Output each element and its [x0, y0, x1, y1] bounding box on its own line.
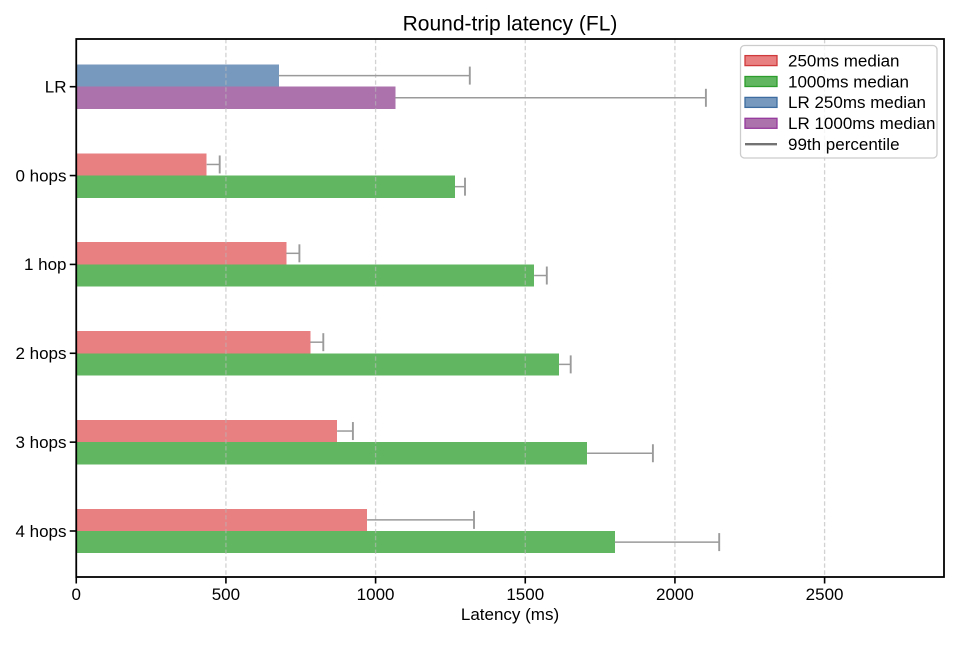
svg-text:99th percentile: 99th percentile — [788, 135, 900, 154]
svg-text:1000ms median: 1000ms median — [788, 72, 909, 91]
svg-text:500: 500 — [212, 585, 240, 604]
svg-text:LR 250ms median: LR 250ms median — [788, 93, 926, 112]
svg-text:1 hop: 1 hop — [24, 255, 67, 274]
svg-text:Latency (ms): Latency (ms) — [461, 605, 559, 624]
svg-text:0 hops: 0 hops — [15, 166, 66, 185]
svg-text:2 hops: 2 hops — [15, 344, 66, 363]
svg-text:2500: 2500 — [806, 585, 844, 604]
svg-text:1500: 1500 — [506, 585, 544, 604]
svg-text:1000: 1000 — [357, 585, 395, 604]
svg-text:LR 1000ms median: LR 1000ms median — [788, 114, 935, 133]
svg-text:250ms median: 250ms median — [788, 51, 900, 70]
svg-text:0: 0 — [72, 585, 81, 604]
svg-text:LR: LR — [45, 78, 67, 97]
svg-text:Round-trip latency (FL): Round-trip latency (FL) — [403, 13, 618, 36]
svg-text:3 hops: 3 hops — [15, 433, 66, 452]
svg-text:2000: 2000 — [656, 585, 694, 604]
svg-text:4 hops: 4 hops — [15, 522, 66, 541]
